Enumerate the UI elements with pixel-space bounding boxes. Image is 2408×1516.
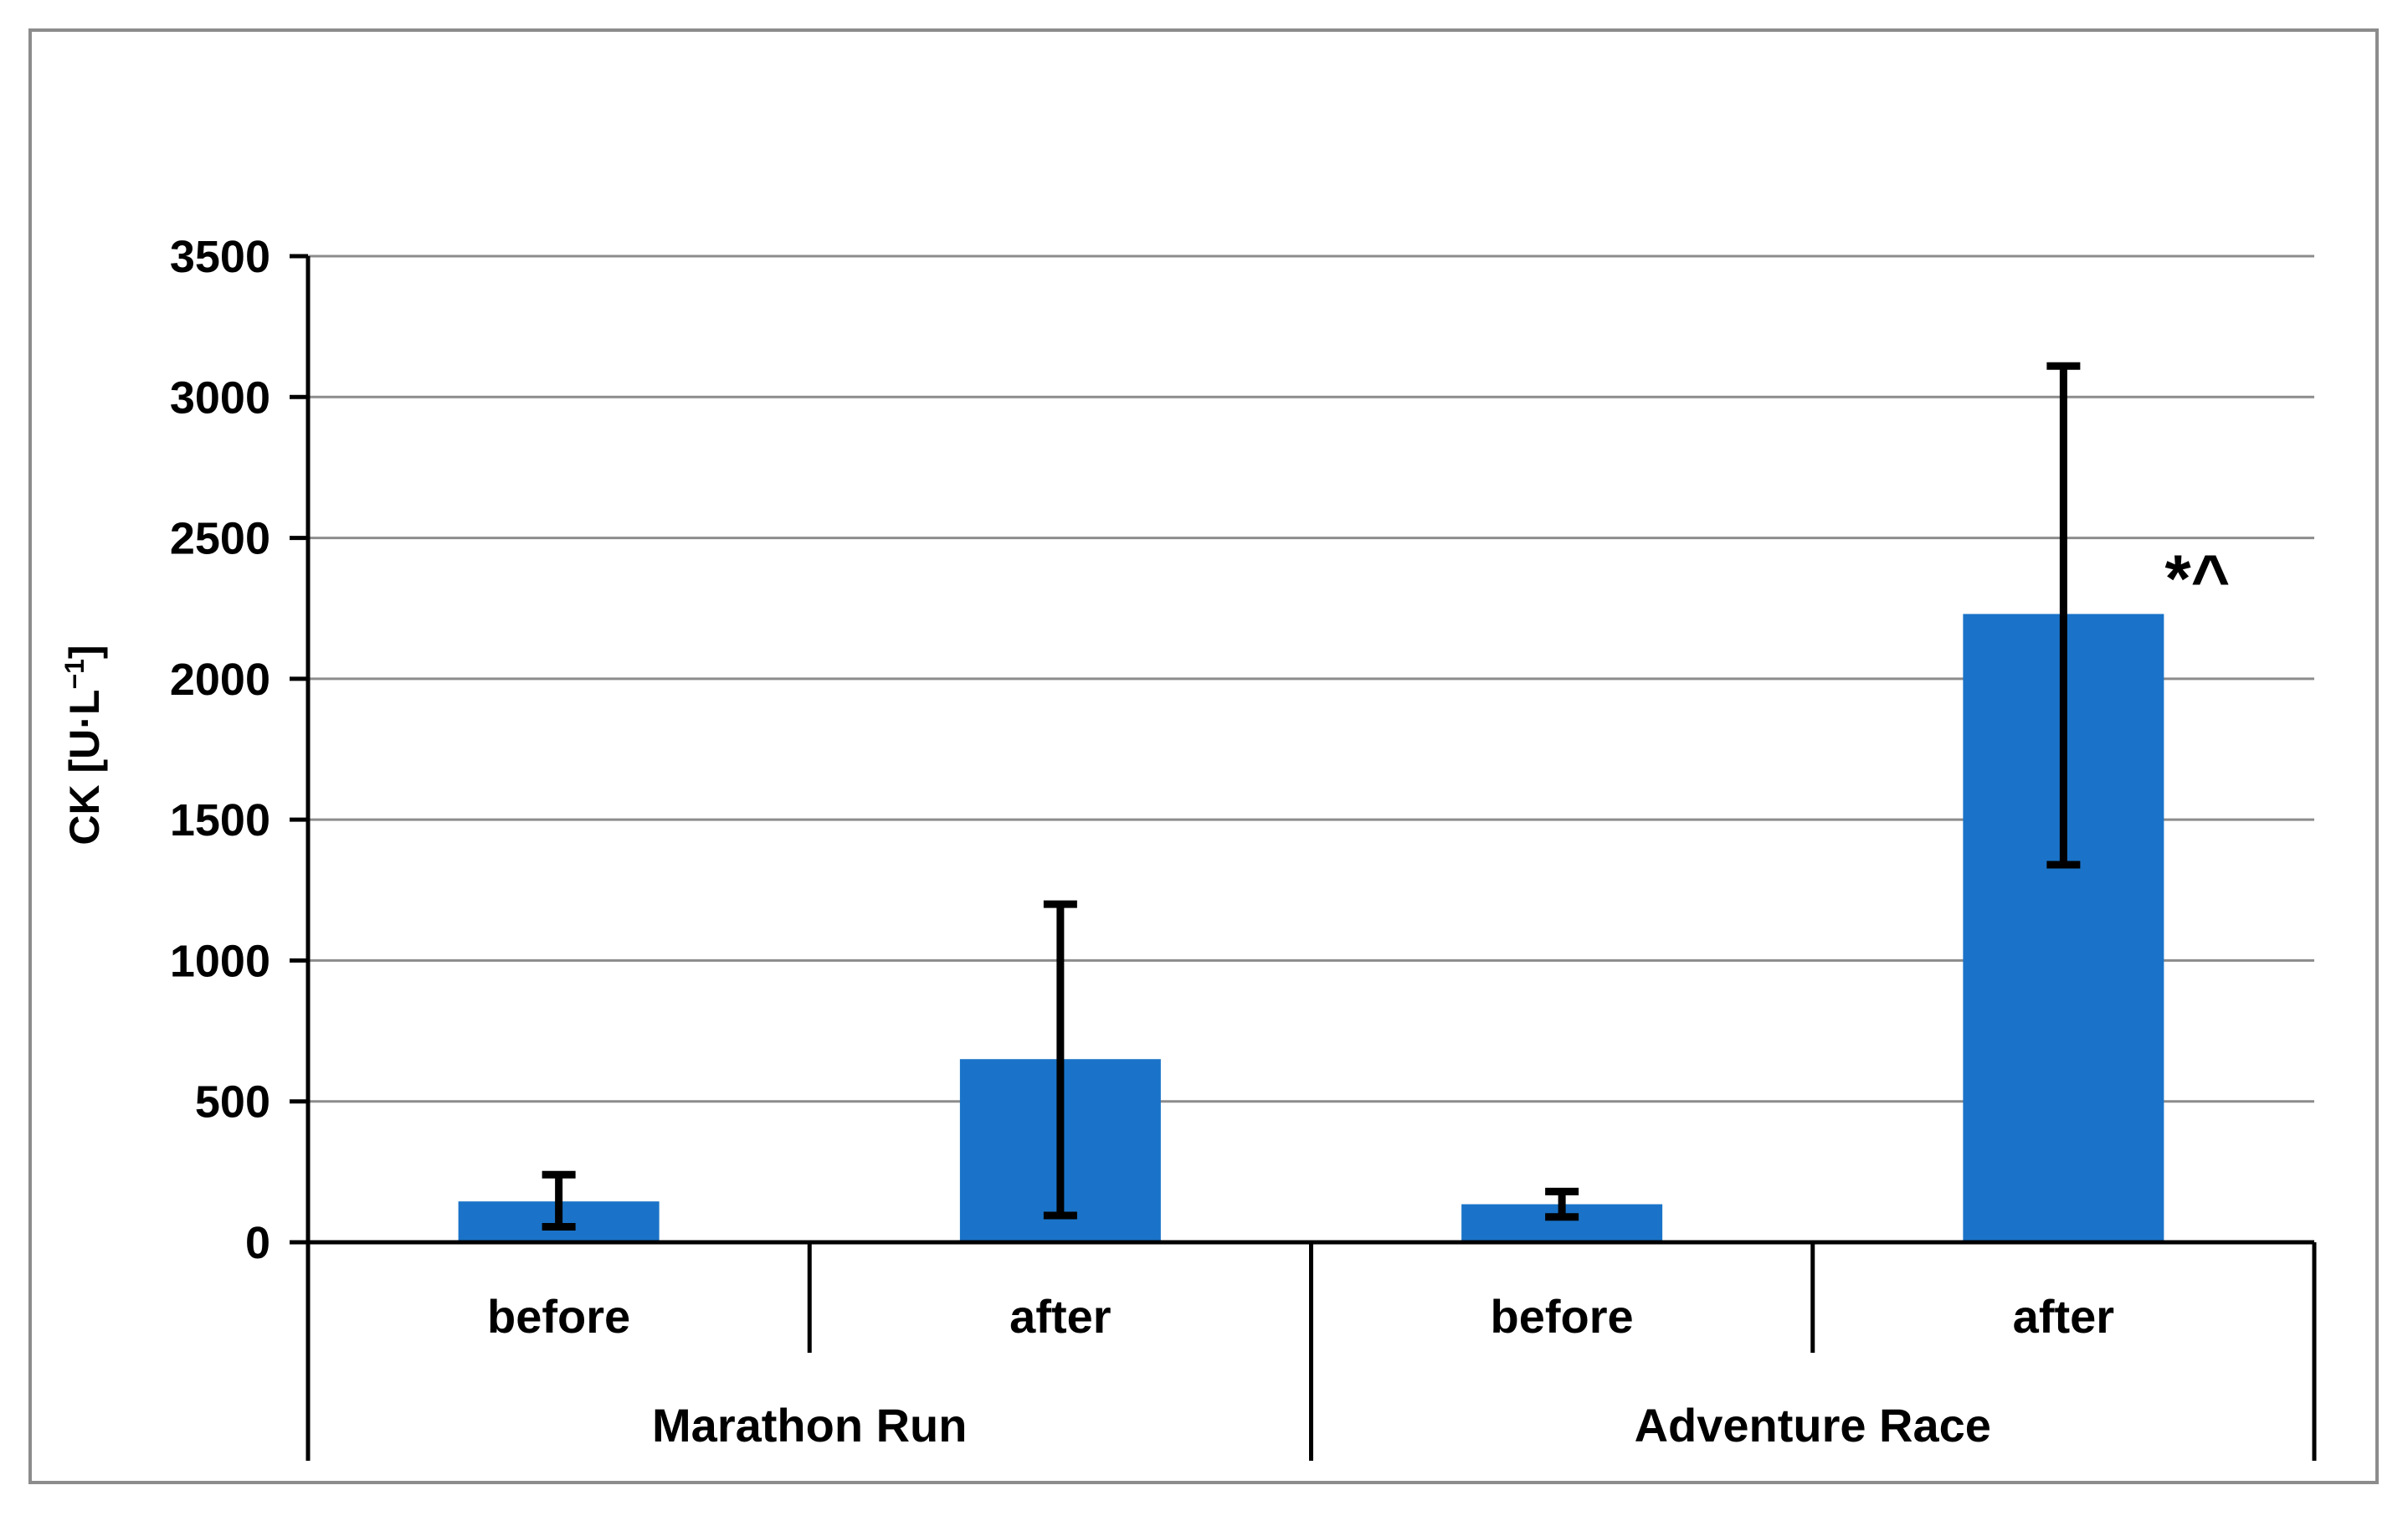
bars	[458, 362, 2164, 1242]
significance-annotation: *^	[2164, 541, 2230, 615]
x-group-label: Adventure Race	[1635, 1399, 1991, 1452]
y-tick-label: 500	[195, 1077, 270, 1128]
labels: 0 500 1000 1500 2000 2500 3000 3500 before after b…	[170, 232, 2230, 1452]
x-category-label: before	[1491, 1290, 1634, 1343]
x-category-label: before	[487, 1290, 630, 1343]
x-group-label: Marathon Run	[652, 1399, 967, 1452]
y-tick-label: 2000	[170, 655, 270, 705]
y-tick-label: 3500	[170, 232, 270, 282]
x-category-label: after	[2013, 1290, 2114, 1343]
axes	[290, 254, 2317, 1461]
y-tick-label: 1000	[170, 936, 270, 986]
y-axis-label: CK [U·L−1]	[59, 645, 108, 845]
y-tick-label: 0	[245, 1218, 270, 1268]
y-tick-label: 3000	[170, 373, 270, 423]
y-tick-label: 1500	[170, 795, 270, 845]
y-tick-label: 2500	[170, 514, 270, 564]
x-category-label: after	[1009, 1290, 1111, 1343]
